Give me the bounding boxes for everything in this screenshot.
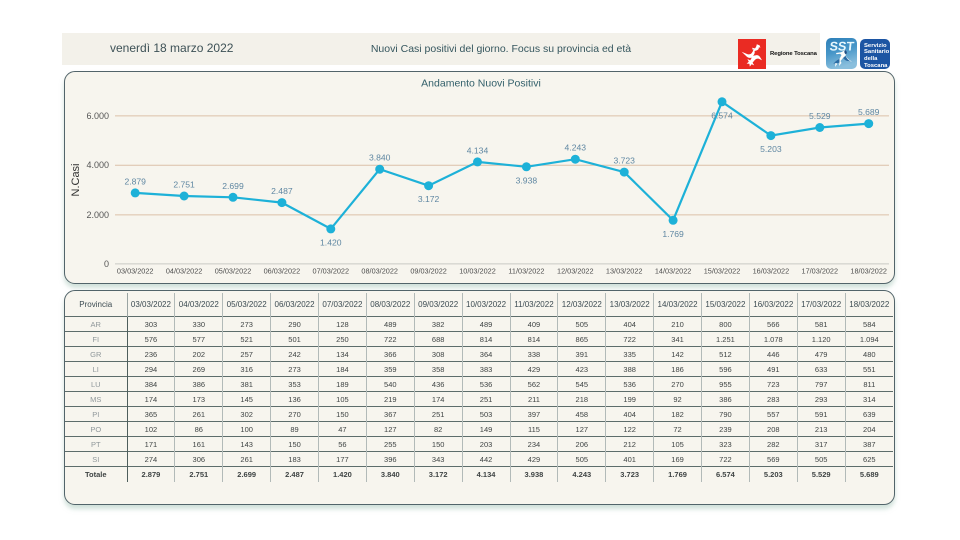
svg-text:3.172: 3.172 bbox=[418, 194, 440, 204]
svg-text:6.574: 6.574 bbox=[711, 110, 733, 120]
svg-text:10/03/2022: 10/03/2022 bbox=[459, 267, 496, 276]
svg-text:4.000: 4.000 bbox=[86, 160, 109, 170]
svg-text:4.134: 4.134 bbox=[467, 145, 489, 155]
svg-text:08/03/2022: 08/03/2022 bbox=[361, 267, 398, 276]
svg-text:N.Casi: N.Casi bbox=[70, 163, 82, 196]
svg-text:17/03/2022: 17/03/2022 bbox=[802, 267, 839, 276]
svg-text:2.751: 2.751 bbox=[173, 180, 195, 190]
svg-text:15/03/2022: 15/03/2022 bbox=[704, 267, 741, 276]
svg-text:2.699: 2.699 bbox=[222, 181, 244, 191]
svg-text:04/03/2022: 04/03/2022 bbox=[166, 267, 203, 276]
svg-text:3.723: 3.723 bbox=[613, 156, 635, 166]
svg-text:3.938: 3.938 bbox=[516, 175, 538, 185]
svg-text:0: 0 bbox=[104, 259, 109, 269]
svg-text:2.000: 2.000 bbox=[86, 210, 109, 220]
svg-text:5.689: 5.689 bbox=[858, 107, 880, 117]
svg-text:11/03/2022: 11/03/2022 bbox=[508, 267, 544, 276]
svg-text:07/03/2022: 07/03/2022 bbox=[313, 267, 350, 276]
svg-text:5.529: 5.529 bbox=[809, 111, 831, 121]
svg-text:3.840: 3.840 bbox=[369, 153, 391, 163]
svg-text:09/03/2022: 09/03/2022 bbox=[410, 267, 447, 276]
svg-text:14/03/2022: 14/03/2022 bbox=[655, 267, 692, 276]
svg-text:6.000: 6.000 bbox=[86, 111, 109, 121]
svg-text:13/03/2022: 13/03/2022 bbox=[606, 267, 643, 276]
svg-text:1.769: 1.769 bbox=[662, 229, 684, 239]
svg-text:Andamento Nuovi Positivi: Andamento Nuovi Positivi bbox=[421, 78, 541, 90]
svg-text:2.879: 2.879 bbox=[124, 176, 146, 186]
svg-text:03/03/2022: 03/03/2022 bbox=[117, 267, 154, 276]
svg-text:16/03/2022: 16/03/2022 bbox=[753, 267, 790, 276]
svg-text:05/03/2022: 05/03/2022 bbox=[215, 267, 252, 276]
svg-text:18/03/2022: 18/03/2022 bbox=[850, 267, 887, 276]
svg-text:1.420: 1.420 bbox=[320, 237, 342, 247]
svg-text:5.203: 5.203 bbox=[760, 144, 782, 154]
svg-text:4.243: 4.243 bbox=[565, 143, 587, 153]
svg-text:06/03/2022: 06/03/2022 bbox=[264, 267, 301, 276]
svg-text:SST: SST bbox=[829, 40, 855, 54]
svg-text:12/03/2022: 12/03/2022 bbox=[557, 267, 594, 276]
svg-text:2.487: 2.487 bbox=[271, 186, 293, 196]
